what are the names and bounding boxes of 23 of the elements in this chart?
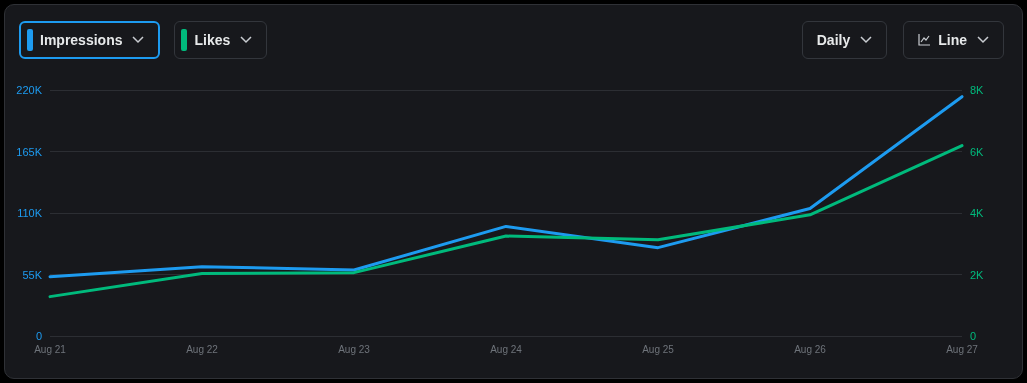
x-tick-label: Aug 23 <box>338 343 371 355</box>
x-tick-label: Aug 22 <box>186 343 219 355</box>
y2-tick-label: 4K <box>970 207 985 219</box>
y-tick-label: 55K <box>22 268 43 281</box>
line-series <box>48 95 964 279</box>
y2-tick-label: 2K <box>970 268 985 281</box>
y-tick-label: 165K <box>16 145 43 158</box>
text: Daily <box>816 32 851 48</box>
legend-label: Likes <box>194 32 231 48</box>
x-tick-label: Aug 26 <box>794 343 827 355</box>
y-tick-label: 0 <box>35 330 42 342</box>
y-tick-label: 220K <box>16 84 43 96</box>
x-tick-label: Aug 25 <box>642 343 675 355</box>
legend-label: Impressions <box>40 32 123 48</box>
text: Line <box>938 32 967 48</box>
x-tick-label: Aug 27 <box>946 343 979 355</box>
x-tick-label: Aug 21 <box>34 343 67 355</box>
line-series <box>48 144 964 299</box>
y2-tick-label: 6K <box>970 145 985 158</box>
y-tick-label: 110K <box>17 207 43 219</box>
y2-tick-label: 8K <box>970 84 985 96</box>
x-tick-label: Aug 24 <box>490 343 523 355</box>
y2-tick-label: 0 <box>970 330 977 342</box>
